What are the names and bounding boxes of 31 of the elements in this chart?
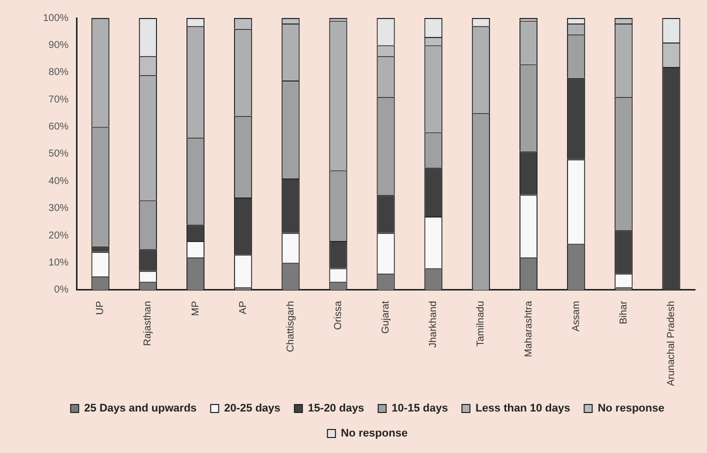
y-tick-label: 70% bbox=[48, 94, 69, 106]
y-tick-label: 90% bbox=[48, 40, 69, 51]
legend-label: Less than 10 days bbox=[475, 402, 570, 415]
x-tick-label: Jharkhand bbox=[428, 300, 440, 348]
x-tick-label: Maharashtra bbox=[523, 300, 534, 358]
x-tick-label: MP bbox=[190, 300, 202, 316]
x-tick-label: Chattisgarh bbox=[285, 300, 296, 352]
y-tick-label: 30% bbox=[48, 203, 69, 214]
x-tick-label: UP bbox=[95, 300, 106, 315]
x-tick-label: Assam bbox=[570, 300, 582, 332]
legend-label: No response bbox=[340, 428, 408, 440]
legend-label: 10-15 days bbox=[392, 402, 448, 415]
y-tick-label: 40% bbox=[48, 176, 69, 187]
y-tick-label: 20% bbox=[48, 230, 69, 242]
x-tick-label: AP bbox=[238, 300, 249, 314]
y-tick-label: 100% bbox=[43, 12, 69, 24]
y-tick-label: 50% bbox=[48, 148, 69, 160]
x-tick-label: Orissa bbox=[332, 300, 344, 330]
legend-label: 15-20 days bbox=[308, 402, 364, 415]
x-tick-label: Arunachal Pradesh bbox=[666, 300, 677, 386]
y-tick-label: 60% bbox=[48, 122, 69, 133]
legend-label: 25 Days and upwards bbox=[84, 402, 197, 415]
x-tick-label: Tamilnadu bbox=[476, 300, 487, 347]
y-tick-label: 80% bbox=[48, 67, 69, 78]
x-tick-label: Gujarat bbox=[380, 300, 392, 334]
legend-label: No response bbox=[598, 402, 664, 415]
y-tick-label: 0% bbox=[54, 284, 69, 296]
x-tick-label: Bihar bbox=[618, 300, 630, 324]
x-tick-label: Rajasthan bbox=[142, 300, 154, 346]
legend-label: 20-25 days bbox=[224, 402, 280, 415]
y-tick-label: 10% bbox=[48, 258, 69, 268]
